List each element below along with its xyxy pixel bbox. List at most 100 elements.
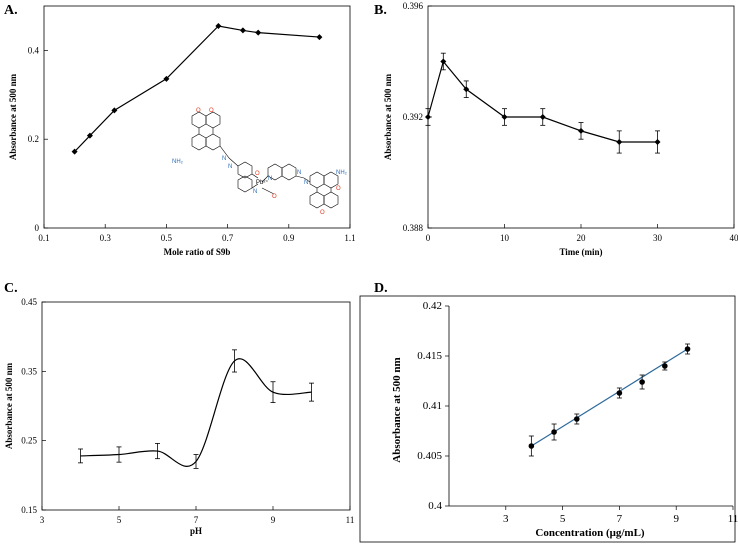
panel-a-label: A. xyxy=(4,3,18,18)
panel-a-x-tick-label: 0.3 xyxy=(100,233,112,243)
panel-a-data-point xyxy=(111,107,118,114)
left-o-bond xyxy=(251,173,259,179)
panel-a-marks xyxy=(71,22,323,155)
panel-b-label: B. xyxy=(374,3,387,18)
panel-c-plot-area xyxy=(41,301,351,511)
panel-d-y-tick-label: 0.405 xyxy=(417,450,442,462)
panel-d-marks xyxy=(528,343,691,457)
panel-a-x-ticks: 0.1 0.3 0.5 0.7 0.9 1.1 xyxy=(38,224,356,243)
left-ring-4 xyxy=(205,133,221,151)
panel-a-data-point xyxy=(239,27,246,34)
panel-a-x-tick-label: 1.1 xyxy=(344,233,355,243)
panel-a-xlabel: Mole ratio of S9b xyxy=(164,247,231,257)
panel-b-data-point xyxy=(616,138,623,145)
mol-label-n1: N xyxy=(222,156,226,162)
panel-b-xlabel: Time (min) xyxy=(559,247,602,257)
panel-d-data-point xyxy=(528,443,535,449)
panel-d-y-ticks: 0.4 0.405 0.41 0.415 0.42 xyxy=(417,300,449,512)
panel-a: A. Mole ratio of S9b Absorbance at 500 n… xyxy=(4,3,356,257)
right-n-bond xyxy=(261,175,269,183)
panel-a-x-tick-label: 0.9 xyxy=(283,233,295,243)
mol-label-o6: O xyxy=(320,210,325,216)
panel-d-y-tick-label: 0.4 xyxy=(428,500,442,512)
panel-a-data-point xyxy=(163,75,170,82)
panel-d-xlabel: Concentration (μg/mL) xyxy=(535,527,645,539)
panel-d-y-tick-label: 0.41 xyxy=(423,400,442,412)
mol-label-o4: O xyxy=(272,194,277,200)
panel-c-y-tick-label: 0.25 xyxy=(21,436,37,446)
panel-d-data-point xyxy=(662,363,668,369)
panel-c-series-line xyxy=(80,358,312,467)
panel-d-x-tick-label: 7 xyxy=(617,513,623,525)
panel-d-data-point xyxy=(551,429,557,435)
left-n-bond xyxy=(251,183,259,189)
panel-d-data-point xyxy=(616,390,623,396)
panel-d-data-point xyxy=(574,416,580,422)
panel-b-series-line xyxy=(427,60,658,143)
mol-label-o1: O xyxy=(196,108,201,114)
panel-a-data-point xyxy=(316,34,323,41)
panel-d-data-point xyxy=(639,379,645,385)
left-azo-bond-2 xyxy=(228,157,239,167)
mol-label-o5: O xyxy=(336,186,341,192)
panel-b-data-point xyxy=(539,114,546,120)
panel-d-x-tick-label: 3 xyxy=(503,513,509,525)
panel-a-data-point xyxy=(215,22,222,29)
right-o-bond xyxy=(261,187,275,195)
right-azo-bond-2 xyxy=(303,177,311,183)
panel-a-data-point xyxy=(86,132,93,139)
panel-b-y-tick-label: 0.396 xyxy=(403,1,424,11)
panel-c-marks xyxy=(78,349,314,469)
panel-a-x-tick-label: 0.1 xyxy=(38,233,49,243)
panel-b-marks xyxy=(425,52,661,154)
panel-c-x-tick-label: 3 xyxy=(40,515,45,525)
panel-b-data-point xyxy=(463,86,470,93)
panel-b-y-tick-label: 0.392 xyxy=(403,112,423,122)
panel-c-y-tick-label: 0.45 xyxy=(21,297,37,307)
panel-b-x-tick-label: 20 xyxy=(577,233,587,243)
panel-b-x-tick-label: 40 xyxy=(730,233,738,243)
panel-d-frame xyxy=(359,295,736,543)
mol-label-nh2-left: NH₂ xyxy=(172,159,184,165)
right-ring-4 xyxy=(323,191,339,209)
panel-a-series-line xyxy=(74,25,320,153)
panel-b-data-point xyxy=(578,127,584,134)
panel-b-data-point xyxy=(654,138,661,145)
panel-b: B. Time (min) Absorbance at 500 nm 0 10 20… xyxy=(374,1,738,257)
panel-d-y-tick-label: 0.42 xyxy=(423,300,442,312)
panel-d-ylabel: Absorbance at 500 nm xyxy=(391,357,403,462)
panel-c-x-ticks: 3 5 7 9 11 xyxy=(40,506,354,525)
panel-d-x-tick-label: 11 xyxy=(728,513,738,525)
panel-c-y-tick-label: 0.15 xyxy=(21,505,37,515)
right-ring-2 xyxy=(309,191,325,209)
pb-complex-structure-inset xyxy=(191,111,339,209)
panel-a-data-point xyxy=(71,148,78,155)
right-quinoline-ring-2 xyxy=(281,163,297,181)
panel-a-data-point xyxy=(255,29,262,36)
panel-c-ylabel: Absorbance at 500 nm xyxy=(4,362,14,449)
panel-c-x-tick-label: 9 xyxy=(271,515,276,525)
left-ring-2 xyxy=(191,133,207,151)
panel-b-data-point xyxy=(425,114,431,120)
panel-a-y-tick-label: 0.4 xyxy=(28,45,40,55)
panel-a-y-tick-label: 0 xyxy=(35,223,40,233)
panel-b-x-tick-label: 30 xyxy=(653,233,663,243)
mol-label-n6: N xyxy=(304,180,308,186)
panel-b-data-point xyxy=(501,114,508,120)
panel-a-ylabel: Absorbance at 500 nm xyxy=(8,73,18,160)
panel-a-plot-area xyxy=(43,5,351,229)
mol-label-pb: Pb²⁺ xyxy=(256,179,269,186)
panel-b-x-tick-label: 10 xyxy=(500,233,510,243)
panel-a-x-tick-label: 0.7 xyxy=(222,233,234,243)
mol-label-n3: N xyxy=(253,189,257,195)
right-azo-bond-1 xyxy=(295,175,305,179)
panel-c-x-tick-label: 7 xyxy=(194,515,199,525)
panel-a-x-tick-label: 0.5 xyxy=(161,233,173,243)
panel-c-label: C. xyxy=(4,281,18,296)
panel-d-x-tick-label: 9 xyxy=(673,513,679,525)
panel-b-ylabel: Absorbance at 500 nm xyxy=(383,73,393,160)
left-quinoline-ring-1 xyxy=(237,161,253,179)
panel-c-x-tick-label: 5 xyxy=(117,515,122,525)
panel-d: D. Concentration (μg/mL) Absorbance at 5… xyxy=(359,281,738,543)
